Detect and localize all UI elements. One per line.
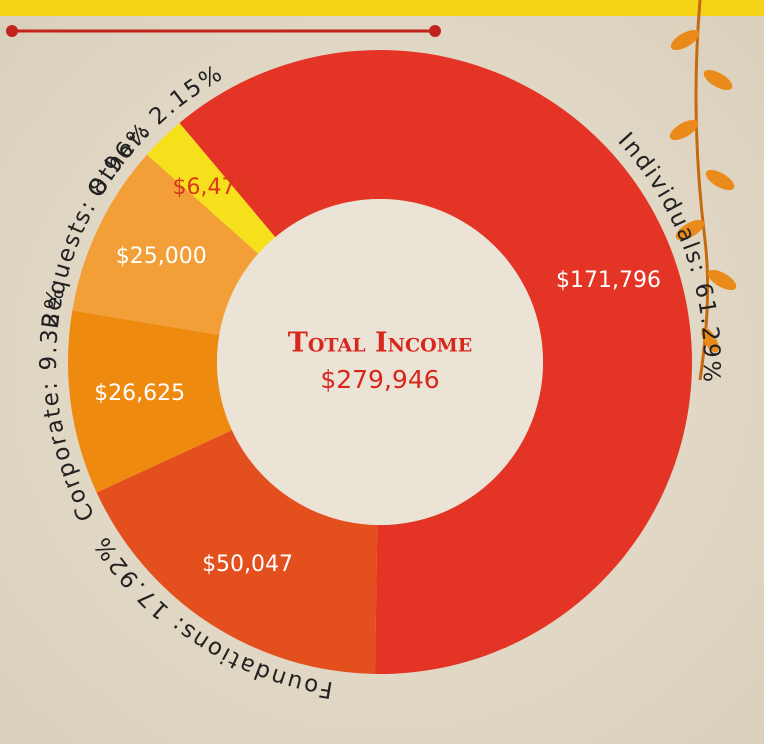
value-label: $25,000 [116, 244, 207, 269]
donut-segment [146, 122, 276, 254]
value-label: $50,047 [202, 552, 293, 577]
donut [67, 49, 693, 674]
donut-segment [96, 430, 378, 674]
value-label: $171,796 [556, 268, 661, 293]
top-band [0, 0, 764, 16]
center-title: Total Income [288, 328, 472, 359]
center-value: $279,946 [320, 365, 439, 394]
donut-segment [72, 154, 259, 336]
donut-segment [67, 310, 232, 493]
donut-segment [179, 49, 693, 674]
divider [6, 25, 441, 37]
value-label: $26,625 [94, 381, 185, 406]
vine-decoration [669, 0, 737, 381]
value-label: $6,478 [173, 175, 250, 200]
donut-hole [217, 199, 543, 525]
